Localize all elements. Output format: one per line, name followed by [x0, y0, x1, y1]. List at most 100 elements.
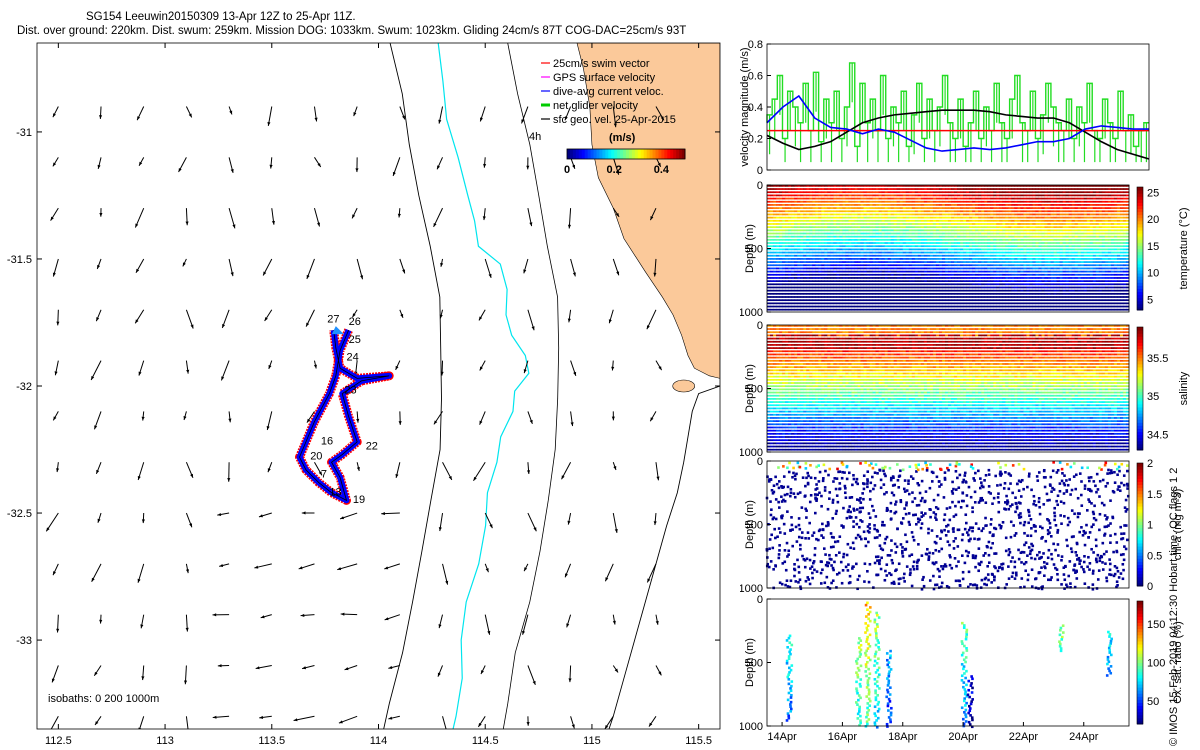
section-cell [767, 235, 771, 238]
section-cell [960, 273, 964, 276]
section-cell [791, 283, 795, 286]
section-cell [993, 267, 997, 270]
section-cell [951, 270, 955, 273]
section-cell [1053, 261, 1057, 263]
section-cell [815, 219, 819, 222]
section-cell [993, 229, 997, 232]
section-cell [1035, 251, 1039, 254]
section-cell [1071, 204, 1076, 206]
section-cell [827, 232, 831, 235]
legend-entry: GPS surface velocity [553, 72, 656, 84]
section-cell [1053, 283, 1057, 286]
section-cell [951, 210, 955, 213]
section-cell [908, 242, 913, 244]
section-cell [767, 254, 771, 257]
section-cell [821, 299, 825, 302]
section-cell [800, 235, 804, 238]
section-cell [800, 305, 804, 308]
section-cell [797, 270, 801, 273]
section-cell [1083, 232, 1088, 235]
section-cell [969, 258, 973, 260]
section-cell [1038, 235, 1042, 238]
section-cell [875, 232, 880, 235]
section-cell [923, 258, 928, 260]
section-cell [872, 302, 876, 305]
section-cell [857, 277, 861, 279]
section-cell [875, 273, 880, 276]
section-cell [803, 267, 807, 270]
section-cell [1038, 232, 1042, 235]
section-cell [1023, 270, 1027, 273]
section-cell [948, 188, 952, 190]
section-cell [773, 296, 777, 298]
section-cell [770, 188, 774, 190]
section-cell [972, 242, 976, 244]
arrow-head [267, 468, 271, 473]
section-cell [1005, 242, 1009, 244]
section-cell [815, 267, 819, 270]
section-cell [1023, 267, 1027, 270]
arrow-head [228, 418, 232, 423]
section-cell [1053, 273, 1057, 276]
section-cell [1089, 302, 1094, 305]
section-cell [1077, 185, 1082, 187]
section-cell [917, 264, 922, 267]
section-cell [1071, 232, 1076, 235]
section-cell [788, 305, 792, 308]
section-cell [935, 191, 940, 194]
section-cell [1083, 305, 1088, 308]
section-cell [920, 283, 925, 286]
section-cell [1065, 280, 1070, 282]
section-cell [791, 207, 795, 209]
section-cell [1095, 204, 1100, 206]
section-cell [941, 273, 946, 276]
section-cell [863, 219, 867, 222]
section-cell [881, 277, 886, 279]
section-cell [788, 251, 792, 254]
section-cell [836, 277, 840, 279]
section-cell [993, 305, 997, 308]
section-cell [845, 219, 849, 222]
section-cell [797, 223, 801, 225]
section-cell [990, 296, 994, 298]
section-cell [812, 267, 816, 270]
section-cell [1092, 251, 1097, 254]
section-cell [857, 308, 861, 311]
section-cell [960, 245, 964, 248]
section-cell [929, 238, 934, 241]
section-cell [770, 305, 774, 308]
section-cell [824, 292, 828, 295]
section-cell [996, 200, 1000, 203]
section-cell [1056, 248, 1061, 251]
section-cell [896, 229, 901, 232]
arrow-head [190, 473, 193, 478]
section-cell [917, 267, 922, 270]
section-cell [938, 213, 943, 216]
section-cell [1014, 302, 1018, 305]
section-cell [951, 299, 955, 302]
section-cell [779, 219, 783, 222]
section-cell [1068, 185, 1073, 187]
section-cell [854, 277, 858, 279]
section-cell [963, 204, 967, 206]
section-cell [923, 207, 928, 209]
section-cell [941, 302, 946, 305]
section-cell [1068, 261, 1073, 263]
section-cell [770, 219, 774, 222]
section-cell [1023, 213, 1027, 216]
section-cell [815, 245, 819, 248]
section-cell [1056, 283, 1061, 286]
section-cell [776, 197, 780, 200]
section-cell [987, 200, 991, 203]
section-cell [878, 204, 883, 206]
section-cell [948, 283, 952, 286]
section-cell [812, 219, 816, 222]
section-cell [1083, 292, 1088, 295]
section-cell [893, 204, 898, 206]
section-cell [848, 204, 852, 206]
section-cell [1062, 207, 1067, 209]
arrow-head [219, 563, 224, 567]
section-cell [830, 267, 834, 270]
section-cell [1068, 286, 1073, 289]
section-cell [1089, 229, 1094, 232]
